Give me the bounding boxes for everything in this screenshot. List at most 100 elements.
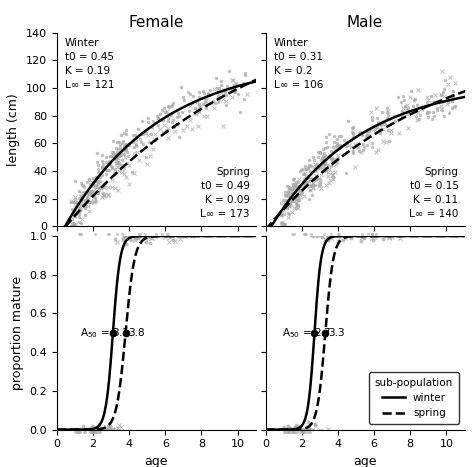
Point xyxy=(373,105,380,112)
Point xyxy=(334,154,342,162)
Point xyxy=(112,425,119,433)
Point xyxy=(109,137,117,145)
Point xyxy=(204,90,212,97)
Point xyxy=(325,152,332,160)
Point xyxy=(104,183,111,191)
Point xyxy=(75,187,83,194)
Point xyxy=(120,129,128,137)
Point xyxy=(349,133,357,141)
Point xyxy=(289,181,297,188)
Point xyxy=(94,179,101,186)
Point xyxy=(347,143,355,151)
Point xyxy=(192,110,200,118)
Point xyxy=(85,425,92,432)
Point xyxy=(75,204,83,211)
Point xyxy=(100,183,108,191)
Point xyxy=(108,149,115,156)
Point xyxy=(292,194,300,201)
Point xyxy=(213,85,220,92)
Point xyxy=(68,220,76,227)
Point xyxy=(165,239,173,246)
Point xyxy=(75,194,83,201)
Point xyxy=(332,142,340,149)
Text: Spring
t0 = 0.15
K = 0.11
L∞ = 140: Spring t0 = 0.15 K = 0.11 L∞ = 140 xyxy=(409,167,458,219)
Title: Female: Female xyxy=(128,15,184,30)
Point xyxy=(190,109,198,116)
Point xyxy=(100,181,108,188)
Point xyxy=(368,230,375,238)
Point xyxy=(281,428,288,435)
Point xyxy=(186,116,194,124)
Point xyxy=(280,220,287,227)
Point xyxy=(232,79,240,86)
Point xyxy=(131,237,138,244)
Point xyxy=(81,212,89,219)
Point xyxy=(282,220,289,227)
Point xyxy=(430,112,438,120)
Point xyxy=(104,190,111,198)
Point xyxy=(322,235,329,243)
Point xyxy=(134,126,141,133)
Point xyxy=(280,206,288,214)
Point xyxy=(110,150,118,158)
Point xyxy=(419,102,427,110)
Text: 3.3: 3.3 xyxy=(328,328,345,338)
Point xyxy=(188,232,195,240)
Point xyxy=(118,162,126,169)
Point xyxy=(298,428,305,435)
Point xyxy=(281,201,289,208)
Point xyxy=(290,230,297,238)
Point xyxy=(306,163,313,170)
Point xyxy=(318,164,326,172)
Point xyxy=(183,231,191,239)
Point xyxy=(159,116,167,123)
Point xyxy=(323,234,331,241)
Point xyxy=(187,91,194,98)
Point xyxy=(297,186,304,193)
Point xyxy=(359,229,366,237)
Point xyxy=(316,231,324,239)
Point xyxy=(107,161,114,168)
Point xyxy=(147,139,155,147)
Point xyxy=(114,158,122,166)
Point xyxy=(114,186,121,194)
Point xyxy=(434,97,441,105)
Point xyxy=(300,179,308,187)
Point xyxy=(321,145,329,152)
Point xyxy=(90,428,97,435)
Point xyxy=(154,121,162,129)
Point xyxy=(385,234,393,241)
Point xyxy=(150,135,158,143)
Point xyxy=(71,195,78,203)
Point xyxy=(147,131,155,138)
Point xyxy=(293,180,301,187)
Point xyxy=(133,234,140,241)
Point xyxy=(171,237,179,245)
Point xyxy=(304,428,312,435)
Point xyxy=(78,429,85,437)
Point xyxy=(191,104,199,111)
Point xyxy=(284,428,292,435)
Point xyxy=(77,198,85,205)
Point xyxy=(98,171,105,178)
Point xyxy=(319,161,327,168)
Point xyxy=(168,119,175,126)
Point xyxy=(399,92,407,100)
Point xyxy=(343,232,350,239)
Point xyxy=(320,157,328,165)
Point xyxy=(287,198,295,205)
Point xyxy=(142,238,150,246)
Point xyxy=(124,153,132,160)
Point xyxy=(313,176,320,183)
Point xyxy=(195,88,203,95)
Point xyxy=(112,155,119,163)
Point xyxy=(343,230,351,237)
Point xyxy=(214,98,221,106)
Point xyxy=(423,93,430,101)
Point xyxy=(111,184,119,191)
Point xyxy=(143,130,150,137)
Point xyxy=(116,138,123,146)
Point xyxy=(372,233,379,240)
Point xyxy=(291,189,299,196)
Point xyxy=(282,203,290,211)
